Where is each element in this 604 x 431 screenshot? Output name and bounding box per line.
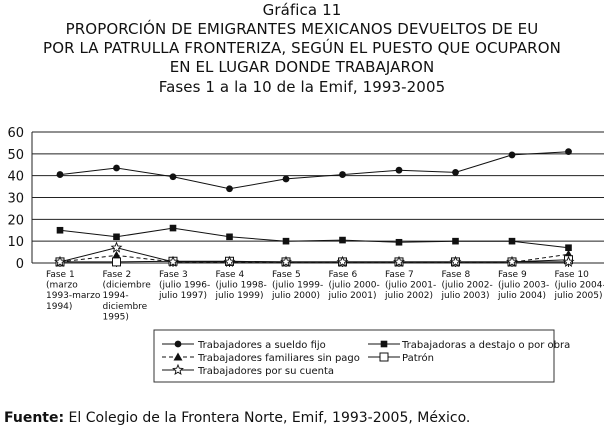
chart-subtitle: Fases 1 a la 10 de la Emif, 1993-2005 [158,78,446,96]
data-point [565,148,572,156]
data-point [565,244,572,252]
data-point [226,233,233,241]
data-point [280,255,292,267]
figure-label: Gráfica 11 [262,1,342,19]
series-line [59,227,569,249]
data-point [395,238,403,246]
y-tick-label: 60 [7,126,24,141]
x-tick-label: Fase 9 (julio 2003-julio 2004) [497,270,549,301]
legend-marker [173,352,183,361]
data-point [393,255,405,267]
data-point [169,173,177,181]
data-point [449,255,462,267]
legend-marker [172,363,184,375]
source-note: Fuente: El Colegio de la Frontera Norte,… [4,410,470,426]
data-point [452,237,459,245]
data-point [113,233,120,241]
data-point [113,164,120,172]
data-point [508,237,516,245]
chart-title-line-2: POR LA PATRULLA FRONTERIZA, SEGÚN EL PUE… [43,39,561,57]
y-tick-label: 50 [7,148,24,163]
data-point [562,255,575,267]
chart-title-line-3: EN EL LUGAR DONDE TRABAJARON [169,58,435,76]
legend-label: Trabajadores a sueldo fijo [197,340,326,351]
data-point [112,257,121,267]
data-point [452,168,459,176]
data-point [56,226,64,234]
series-line [59,151,569,190]
source-label: Fuente: [4,410,65,426]
legend-label: Trabajadores familiares sin pago [197,353,360,364]
y-tick-label: 20 [7,213,24,228]
data-point [282,175,290,183]
x-tick-label: Fase 3 (julio 1996-julio 1997) [158,270,210,301]
legend-marker [379,352,389,362]
x-tick-label: Fase 7 (julio 2001-julio 2002) [384,270,436,301]
data-point [112,250,121,259]
data-point [54,255,66,267]
y-tick-label: 10 [7,235,24,250]
x-tick-label: Fase 2 (diciembre 1994-diciembre 1995) [103,270,152,322]
x-tick-label: Fase 6 (julio 2000-julio 2001) [328,270,380,301]
data-point [395,166,403,174]
data-point [223,255,236,267]
series-line [59,253,569,263]
legend-marker [174,340,182,348]
x-tick-label: Fase 8 (julio 2002-julio 2003) [441,270,493,301]
y-tick-label: 40 [7,170,24,185]
chart-title-line-1: PROPORCIÓN DE EMIGRANTES MEXICANOS DEVUE… [65,20,539,38]
series-line [59,247,569,263]
data-point [226,185,233,193]
legend-label: Patrón [402,352,434,364]
x-tick-label: Fase 10 (julio 2004-julio 2005) [554,270,604,301]
data-point [336,255,349,267]
data-point [110,241,123,253]
data-point [282,237,290,245]
data-point [339,171,346,178]
data-point [508,151,516,159]
data-point [56,171,64,178]
data-point [339,236,346,244]
x-tick-label: Fase 5 (julio 1999-julio 2000) [271,270,323,301]
data-point [506,255,518,267]
source-text: El Colegio de la Frontera Norte, Emif, 1… [64,410,471,426]
y-tick-label: 0 [16,257,24,272]
legend-label: Trabajadores por su cuenta [197,366,334,377]
legend-box [153,329,555,383]
legend-marker [380,340,388,348]
y-tick-label: 30 [7,192,24,207]
data-point [167,255,179,267]
data-point [169,224,177,232]
x-tick-label: Fase 1 (marzo 1993-marzo 1994) [46,270,101,312]
x-tick-label: Fase 4 (julio 1998-julio 1999) [215,270,267,301]
legend-label: Trabajadoras a destajo o por obra [401,340,570,351]
